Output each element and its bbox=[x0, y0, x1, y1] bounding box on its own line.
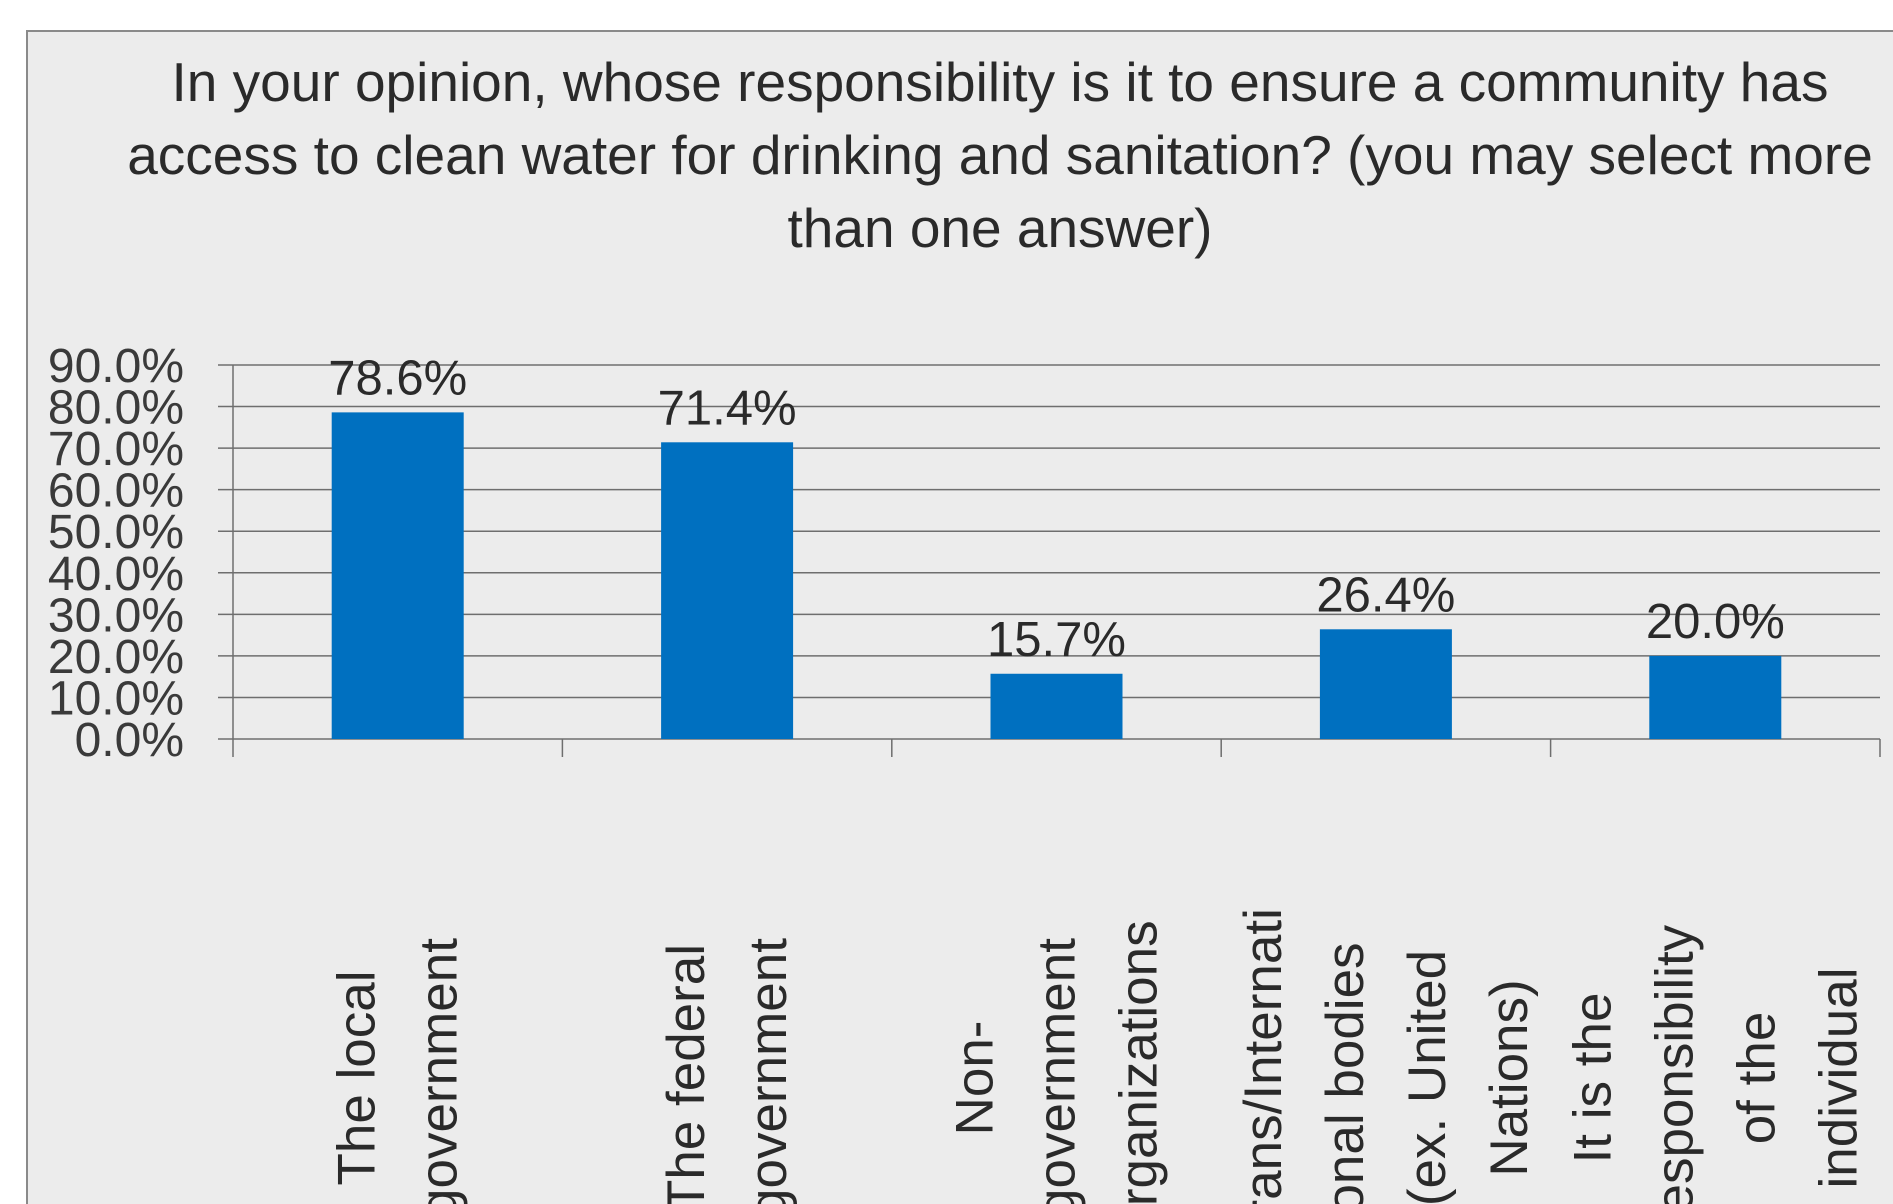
category-label-line: onal bodies bbox=[1316, 942, 1375, 1204]
data-label: 78.6% bbox=[328, 351, 467, 405]
bar bbox=[1319, 629, 1452, 739]
category-label-line: (ex. United bbox=[1398, 950, 1457, 1204]
bar bbox=[1649, 655, 1782, 739]
category-label: Trans/Internati onal bodies (ex. United Nat… bbox=[1234, 908, 1539, 1204]
category-label-line: of the bbox=[1727, 1012, 1786, 1145]
chart-title: In your opinion, whose responsibility is… bbox=[127, 51, 1873, 259]
y-tick-label: 0.0% bbox=[75, 714, 184, 767]
category-label-line: individual bbox=[1809, 968, 1868, 1189]
category-label-line: Nations) bbox=[1480, 979, 1539, 1176]
data-label: 71.4% bbox=[658, 381, 797, 435]
bar bbox=[990, 673, 1123, 739]
category-label-line: Trans/Internati bbox=[1234, 908, 1293, 1204]
category-label: It is the responsibility of the individual bbox=[1563, 924, 1868, 1204]
bar bbox=[661, 442, 794, 739]
data-labels: 78.6% 71.4% 15.7% 26.4% 20.0% bbox=[328, 351, 1785, 666]
category-label-line: government bbox=[739, 938, 798, 1204]
data-label: 20.0% bbox=[1646, 595, 1785, 649]
y-tick-label: 90.0% bbox=[48, 340, 184, 393]
category-label-line: The federal bbox=[657, 944, 716, 1204]
y-tick-label: 10.0% bbox=[48, 672, 184, 725]
category-label-line: It is the bbox=[1563, 993, 1622, 1164]
data-label: 15.7% bbox=[987, 613, 1126, 667]
category-label-line: government bbox=[410, 938, 469, 1204]
y-tick-label: 50.0% bbox=[48, 506, 184, 559]
category-label-line: government bbox=[1028, 938, 1087, 1204]
y-axis-ticks: 0.0%10.0%20.0%30.0%40.0%50.0%60.0%70.0%8… bbox=[48, 340, 184, 767]
category-label: The local government bbox=[328, 938, 469, 1204]
category-label-line: The local bbox=[328, 970, 387, 1185]
y-tick-label: 30.0% bbox=[48, 589, 184, 642]
y-tick-label: 70.0% bbox=[48, 423, 184, 476]
category-label: Non-government organizations bbox=[946, 920, 1169, 1204]
y-tick-label: 80.0% bbox=[48, 382, 184, 435]
y-tick-label: 60.0% bbox=[48, 465, 184, 518]
category-label-line: organizations bbox=[1110, 920, 1169, 1204]
bars bbox=[331, 412, 1782, 739]
bar bbox=[331, 412, 464, 739]
category-label-line: Non- bbox=[946, 1021, 1005, 1136]
category-label-line: responsibility bbox=[1645, 924, 1704, 1204]
data-label: 26.4% bbox=[1316, 568, 1455, 622]
category-labels: The local government The federal government… bbox=[328, 908, 1869, 1204]
y-tick-label: 40.0% bbox=[48, 548, 184, 601]
y-tick-label: 20.0% bbox=[48, 631, 184, 684]
category-label: The federal government bbox=[657, 938, 798, 1204]
